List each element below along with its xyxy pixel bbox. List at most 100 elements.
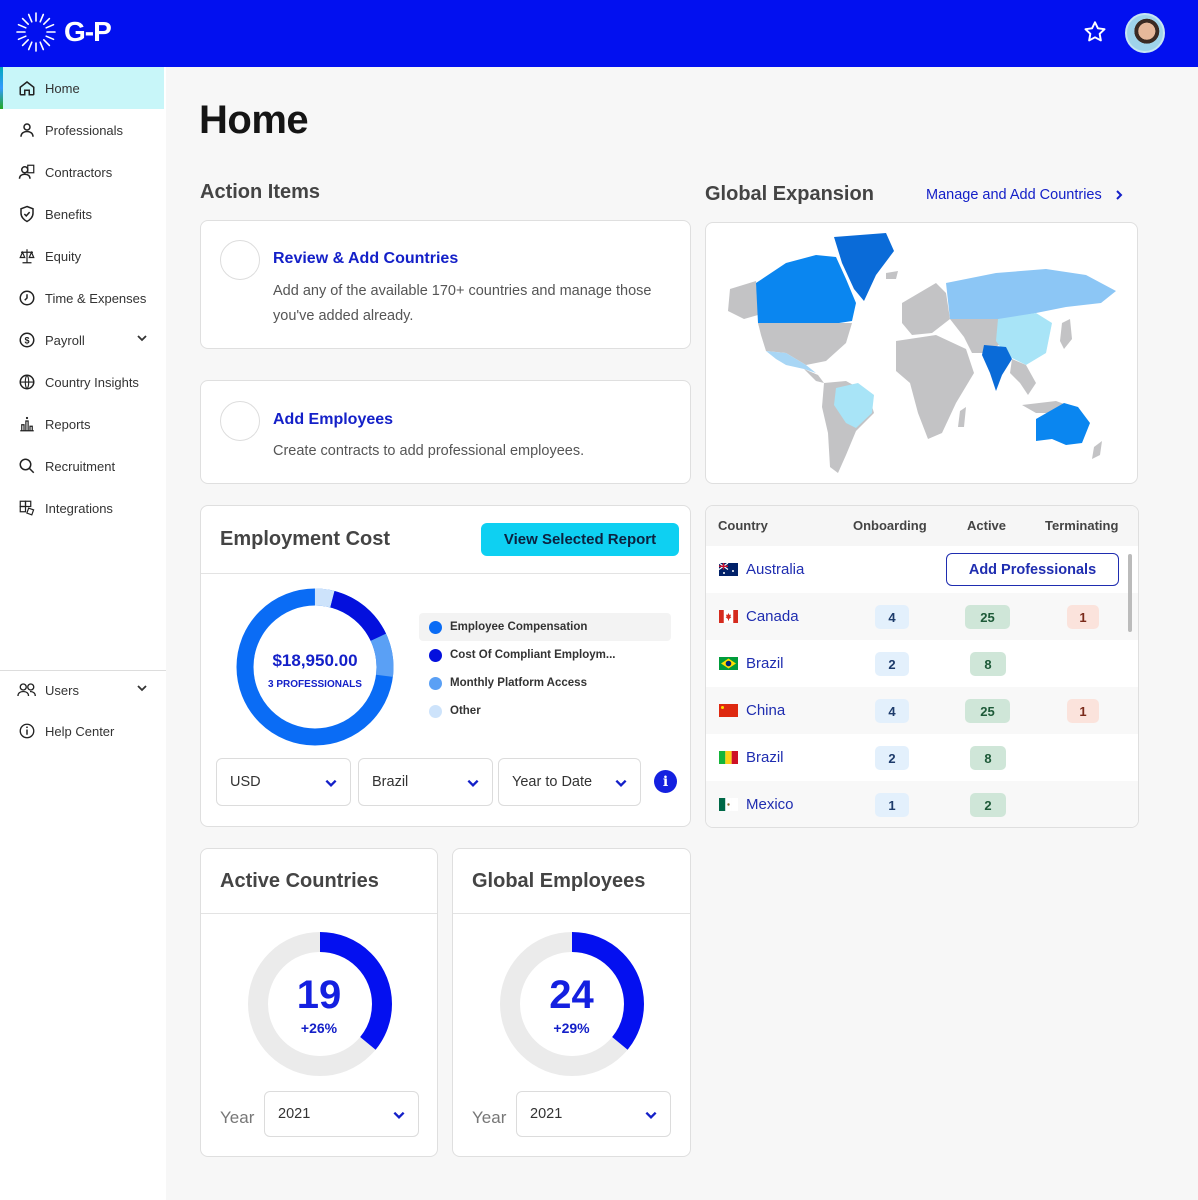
china-flag-icon bbox=[719, 704, 738, 717]
legend-item[interactable]: Employee Compensation bbox=[419, 613, 671, 641]
sidebar-item-integrations[interactable]: Integrations bbox=[0, 487, 166, 529]
legend-item[interactable]: Cost Of Compliant Employm... bbox=[419, 641, 671, 669]
action-checkbox[interactable] bbox=[220, 401, 260, 441]
year-select[interactable]: 2021 bbox=[264, 1091, 419, 1137]
legend-dot-icon bbox=[429, 676, 442, 690]
active-count[interactable]: 25 bbox=[965, 699, 1010, 723]
country-name[interactable]: Canada bbox=[746, 608, 799, 625]
country-name[interactable]: China bbox=[746, 702, 786, 719]
sidebar-item-equity[interactable]: Equity bbox=[0, 235, 166, 277]
sidebar-item-help-center[interactable]: Help Center bbox=[0, 710, 166, 752]
sidebar-item-label: Payroll bbox=[45, 332, 85, 348]
terminating-count[interactable]: 1 bbox=[1067, 605, 1099, 629]
active-countries-gauge bbox=[248, 932, 392, 1076]
country-name[interactable]: Brazil bbox=[746, 655, 784, 672]
sidebar-item-payroll[interactable]: $ Payroll bbox=[0, 319, 166, 361]
legend-label: Monthly Platform Access bbox=[450, 677, 587, 689]
column-header-active[interactable]: Active bbox=[967, 518, 1007, 533]
sidebar-item-professionals[interactable]: Professionals bbox=[0, 109, 166, 151]
tricolor-flag-icon bbox=[719, 751, 738, 764]
country-name[interactable]: Brazil bbox=[746, 749, 784, 766]
sidebar-item-label: Reports bbox=[45, 416, 91, 432]
action-item-description: Add any of the available 170+ countries … bbox=[273, 283, 652, 324]
sidebar-item-label: Time & Expenses bbox=[45, 290, 147, 306]
column-header-country[interactable]: Country bbox=[718, 518, 768, 533]
action-item-add-employees[interactable]: Add Employees Create contracts to add pr… bbox=[200, 380, 691, 484]
period-select[interactable]: Year to Date bbox=[498, 758, 641, 806]
active-count[interactable]: 25 bbox=[965, 605, 1010, 629]
world-map[interactable] bbox=[706, 223, 1139, 485]
active-count[interactable]: 8 bbox=[970, 652, 1006, 676]
globe-icon bbox=[17, 372, 37, 392]
onboarding-count[interactable]: 4 bbox=[875, 605, 909, 629]
legend-item[interactable]: Other bbox=[419, 697, 671, 725]
global-employees-change: +29% bbox=[553, 1020, 590, 1036]
view-selected-report-button[interactable]: View Selected Report bbox=[481, 523, 679, 556]
sidebar-item-home[interactable]: Home bbox=[0, 67, 164, 109]
integrations-icon bbox=[17, 498, 37, 518]
top-bar: G-P bbox=[0, 0, 1198, 67]
select-value: 2021 bbox=[278, 1106, 311, 1122]
legend-item[interactable]: Monthly Platform Access bbox=[419, 669, 671, 697]
table-row[interactable]: Mexico 1 2 bbox=[706, 781, 1138, 827]
year-label: Year bbox=[472, 1108, 507, 1127]
canada-flag-icon bbox=[719, 610, 738, 623]
manage-countries-link[interactable]: Manage and Add Countries bbox=[926, 187, 1124, 203]
logo[interactable]: G-P bbox=[16, 12, 112, 52]
column-header-onboarding[interactable]: Onboarding bbox=[853, 518, 927, 533]
action-item-review-countries[interactable]: Review & Add Countries Add any of the av… bbox=[200, 220, 691, 349]
select-value: Year to Date bbox=[512, 774, 593, 790]
terminating-count[interactable]: 1 bbox=[1067, 699, 1099, 723]
sidebar-item-contractors[interactable]: Contractors bbox=[0, 151, 166, 193]
star-icon[interactable] bbox=[1082, 19, 1108, 45]
country-name[interactable]: Australia bbox=[746, 561, 805, 578]
currency-select[interactable]: USD bbox=[216, 758, 351, 806]
legend-label: Cost Of Compliant Employm... bbox=[450, 649, 616, 661]
table-scrollbar[interactable] bbox=[1128, 554, 1132, 632]
info-icon bbox=[17, 721, 37, 741]
avatar[interactable] bbox=[1125, 13, 1165, 53]
action-checkbox[interactable] bbox=[220, 240, 260, 280]
active-countries-change: +26% bbox=[300, 1020, 338, 1036]
table-row[interactable]: Canada 4 25 1 bbox=[706, 593, 1138, 640]
onboarding-count[interactable]: 2 bbox=[875, 746, 909, 770]
add-professionals-button[interactable]: Add Professionals bbox=[946, 553, 1119, 586]
chevron-down-icon[interactable] bbox=[136, 682, 148, 694]
chevron-down-icon[interactable] bbox=[136, 332, 148, 344]
sidebar-item-label: Home bbox=[45, 80, 80, 96]
table-row[interactable]: China 4 25 1 bbox=[706, 687, 1138, 734]
global-expansion-title: Global Expansion bbox=[705, 183, 874, 205]
onboarding-count[interactable]: 2 bbox=[875, 652, 909, 676]
scale-icon bbox=[17, 246, 37, 266]
sidebar: Home Professionals Contractors Benefits … bbox=[0, 67, 166, 1200]
active-count[interactable]: 2 bbox=[970, 793, 1006, 817]
legend-dot-icon bbox=[429, 620, 442, 634]
sidebar-item-benefits[interactable]: Benefits bbox=[0, 193, 166, 235]
person-icon bbox=[17, 120, 37, 140]
country-select[interactable]: Brazil bbox=[358, 758, 493, 806]
select-value: 2021 bbox=[530, 1106, 563, 1122]
brazil-flag-icon bbox=[719, 657, 738, 670]
table-row[interactable]: Australia bbox=[706, 546, 1138, 593]
sidebar-item-label: Users bbox=[45, 682, 79, 698]
sidebar-item-users[interactable]: Users bbox=[0, 669, 166, 711]
year-select[interactable]: 2021 bbox=[516, 1091, 671, 1137]
select-value: USD bbox=[230, 774, 261, 790]
action-item-title[interactable]: Review & Add Countries bbox=[273, 250, 459, 267]
onboarding-count[interactable]: 1 bbox=[875, 793, 909, 817]
table-row[interactable]: Brazil 2 8 bbox=[706, 734, 1138, 781]
sidebar-item-recruitment[interactable]: Recruitment bbox=[0, 445, 166, 487]
action-item-description: Create contracts to add professional emp… bbox=[273, 443, 585, 459]
sidebar-item-country-insights[interactable]: Country Insights bbox=[0, 361, 166, 403]
sidebar-item-reports[interactable]: Reports bbox=[0, 403, 166, 445]
table-row[interactable]: Brazil 2 8 bbox=[706, 640, 1138, 687]
info-icon[interactable]: i bbox=[654, 770, 677, 793]
action-item-title[interactable]: Add Employees bbox=[273, 411, 394, 428]
chevron-down-icon bbox=[467, 779, 479, 787]
country-name[interactable]: Mexico bbox=[746, 796, 794, 813]
sidebar-item-label: Professionals bbox=[45, 122, 124, 138]
column-header-terminating[interactable]: Terminating bbox=[1045, 518, 1119, 533]
onboarding-count[interactable]: 4 bbox=[875, 699, 909, 723]
sidebar-item-time-expenses[interactable]: Time & Expenses bbox=[0, 277, 166, 319]
active-count[interactable]: 8 bbox=[970, 746, 1006, 770]
